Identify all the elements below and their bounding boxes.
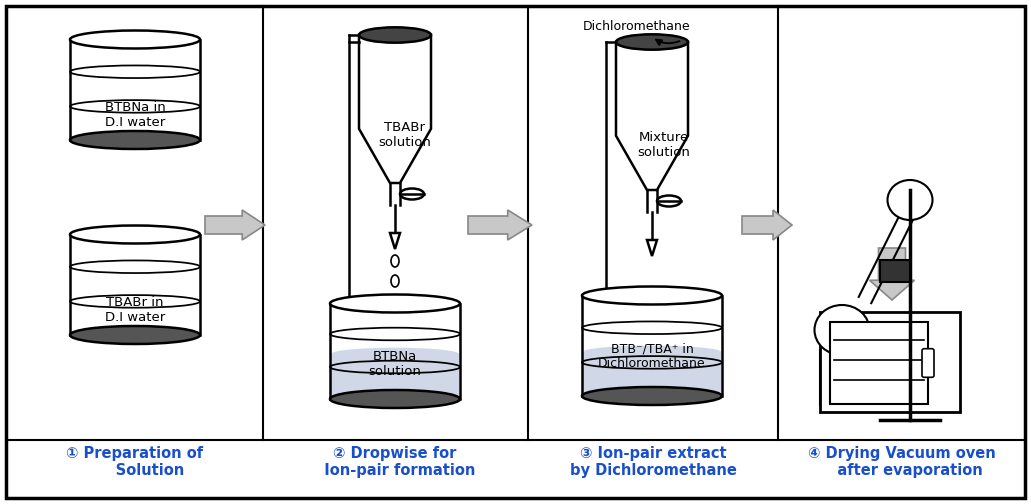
Polygon shape	[390, 233, 400, 249]
Ellipse shape	[391, 275, 399, 287]
Ellipse shape	[70, 225, 200, 243]
Ellipse shape	[331, 348, 459, 360]
Text: ③ Ion-pair extract
by Dichloromethane: ③ Ion-pair extract by Dichloromethane	[569, 446, 736, 478]
Ellipse shape	[70, 131, 200, 149]
Text: ① Preparation of
      Solution: ① Preparation of Solution	[66, 446, 203, 478]
FancyBboxPatch shape	[922, 349, 934, 377]
Text: Mixture
solution: Mixture solution	[637, 131, 691, 159]
FancyArrow shape	[468, 210, 532, 240]
FancyArrow shape	[205, 210, 265, 240]
FancyBboxPatch shape	[70, 39, 200, 136]
FancyBboxPatch shape	[330, 303, 460, 395]
Ellipse shape	[583, 387, 722, 405]
Text: TBABr
solution: TBABr solution	[378, 121, 431, 149]
FancyArrow shape	[869, 248, 914, 300]
Ellipse shape	[70, 31, 200, 48]
Polygon shape	[647, 240, 657, 256]
FancyBboxPatch shape	[820, 350, 914, 405]
Text: TBABr in
D.I water: TBABr in D.I water	[105, 296, 165, 324]
Text: ② Dropwise for
  Ion-pair formation: ② Dropwise for Ion-pair formation	[314, 446, 475, 478]
Ellipse shape	[400, 188, 424, 200]
Text: BTBNa in
D.I water: BTBNa in D.I water	[104, 101, 165, 129]
FancyBboxPatch shape	[70, 234, 200, 331]
Ellipse shape	[391, 255, 399, 267]
Ellipse shape	[657, 196, 681, 207]
FancyArrow shape	[742, 210, 792, 240]
FancyBboxPatch shape	[6, 6, 1025, 498]
FancyBboxPatch shape	[880, 260, 910, 282]
Ellipse shape	[888, 180, 932, 220]
Text: BTBNa
solution: BTBNa solution	[368, 350, 422, 378]
Text: Dichloromethane: Dichloromethane	[584, 20, 691, 33]
FancyBboxPatch shape	[583, 295, 722, 392]
Ellipse shape	[583, 286, 722, 304]
Ellipse shape	[359, 27, 431, 43]
Ellipse shape	[814, 305, 869, 355]
Ellipse shape	[616, 34, 688, 50]
FancyBboxPatch shape	[331, 354, 459, 395]
Ellipse shape	[583, 346, 721, 358]
Ellipse shape	[70, 326, 200, 344]
FancyBboxPatch shape	[830, 322, 928, 404]
Ellipse shape	[330, 294, 460, 312]
Text: ④ Drying Vacuum oven
   after evaporation: ④ Drying Vacuum oven after evaporation	[808, 446, 996, 478]
Text: BTB⁻/TBA⁺ in
Dichloromethane: BTB⁻/TBA⁺ in Dichloromethane	[598, 342, 706, 370]
Polygon shape	[616, 42, 688, 190]
FancyBboxPatch shape	[583, 352, 721, 392]
Ellipse shape	[330, 390, 460, 408]
FancyBboxPatch shape	[820, 312, 960, 412]
Polygon shape	[359, 35, 431, 183]
